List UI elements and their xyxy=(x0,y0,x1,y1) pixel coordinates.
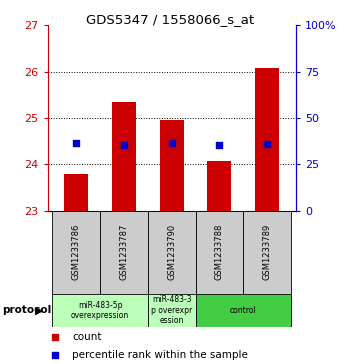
Point xyxy=(52,334,58,340)
Point xyxy=(265,141,270,147)
Bar xyxy=(64,175,88,211)
Bar xyxy=(195,211,243,294)
Bar xyxy=(52,211,100,294)
Bar xyxy=(243,211,291,294)
Point xyxy=(73,140,79,146)
Bar xyxy=(100,211,148,294)
Text: control: control xyxy=(230,306,257,315)
Point xyxy=(121,142,127,148)
Text: GDS5347 / 1558066_s_at: GDS5347 / 1558066_s_at xyxy=(86,13,254,26)
Text: protocol: protocol xyxy=(2,305,51,315)
Bar xyxy=(195,294,291,327)
Bar xyxy=(207,160,231,211)
Bar xyxy=(52,294,148,327)
Text: percentile rank within the sample: percentile rank within the sample xyxy=(72,350,248,360)
Point xyxy=(169,140,174,146)
Text: GSM1233788: GSM1233788 xyxy=(215,224,224,281)
Bar xyxy=(148,294,196,327)
Text: GSM1233790: GSM1233790 xyxy=(167,224,176,280)
Point xyxy=(217,142,222,148)
Text: GSM1233789: GSM1233789 xyxy=(263,224,272,280)
Point xyxy=(52,352,58,358)
Text: miR-483-5p
overexpression: miR-483-5p overexpression xyxy=(71,301,129,320)
Text: GSM1233786: GSM1233786 xyxy=(72,224,81,281)
Bar xyxy=(255,68,279,211)
Text: GSM1233787: GSM1233787 xyxy=(119,224,129,281)
Text: miR-483-3
p overexpr
ession: miR-483-3 p overexpr ession xyxy=(151,295,192,325)
Bar xyxy=(112,102,136,211)
Text: ▶: ▶ xyxy=(35,305,44,315)
Bar xyxy=(160,120,184,211)
Text: count: count xyxy=(72,332,102,342)
Bar xyxy=(148,211,196,294)
